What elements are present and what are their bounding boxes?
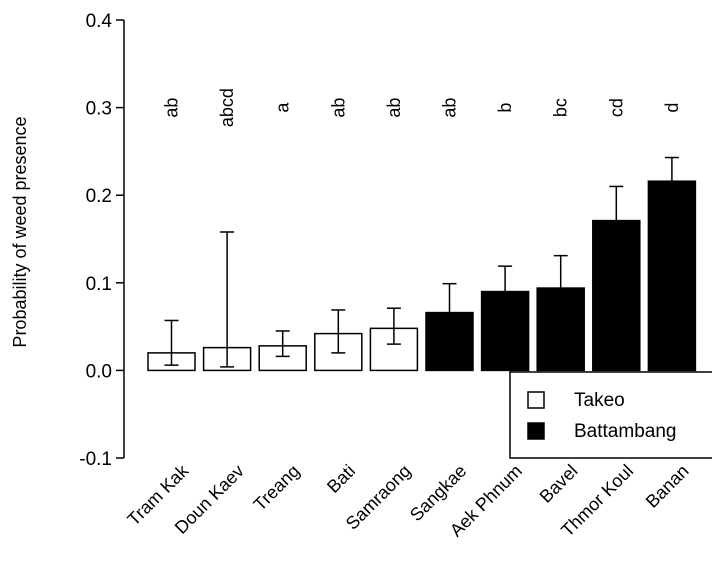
legend-swatch-battambang	[527, 422, 545, 440]
legend-box	[509, 371, 712, 459]
y-tick-label: 0.1	[86, 274, 112, 295]
significance-label: bc	[551, 98, 571, 117]
significance-label: ab	[328, 98, 348, 118]
significance-label: d	[662, 103, 682, 113]
significance-label: a	[273, 102, 293, 113]
significance-label: ab	[162, 98, 182, 118]
legend-label-takeo: Takeo	[574, 390, 625, 411]
y-axis-title: Probability of weed presence	[10, 116, 30, 347]
significance-label: ab	[384, 98, 404, 118]
significance-label: abcd	[217, 88, 237, 127]
y-tick-label: 0.3	[86, 99, 112, 120]
y-axis: -0.1 0.0 0.1 0.2 0.3 0.4	[79, 11, 125, 470]
category-label: Bavel	[536, 461, 582, 507]
significance-label: cd	[606, 98, 626, 117]
y-tick-label: 0.2	[86, 186, 112, 207]
bar	[647, 180, 697, 372]
legend-label-battambang: Battambang	[574, 421, 676, 442]
significance-label: ab	[440, 98, 460, 118]
category-label: Bati	[323, 461, 359, 497]
significance-label: b	[495, 103, 515, 113]
y-tick-label: -0.1	[79, 449, 112, 470]
legend-swatch-takeo	[527, 391, 545, 409]
category-label: Banan	[642, 461, 693, 512]
y-tick-label: 0.4	[86, 11, 113, 32]
legend: Takeo Battambang	[509, 371, 712, 459]
y-tick-label: 0.0	[86, 361, 112, 382]
category-label: Treang	[250, 461, 304, 515]
